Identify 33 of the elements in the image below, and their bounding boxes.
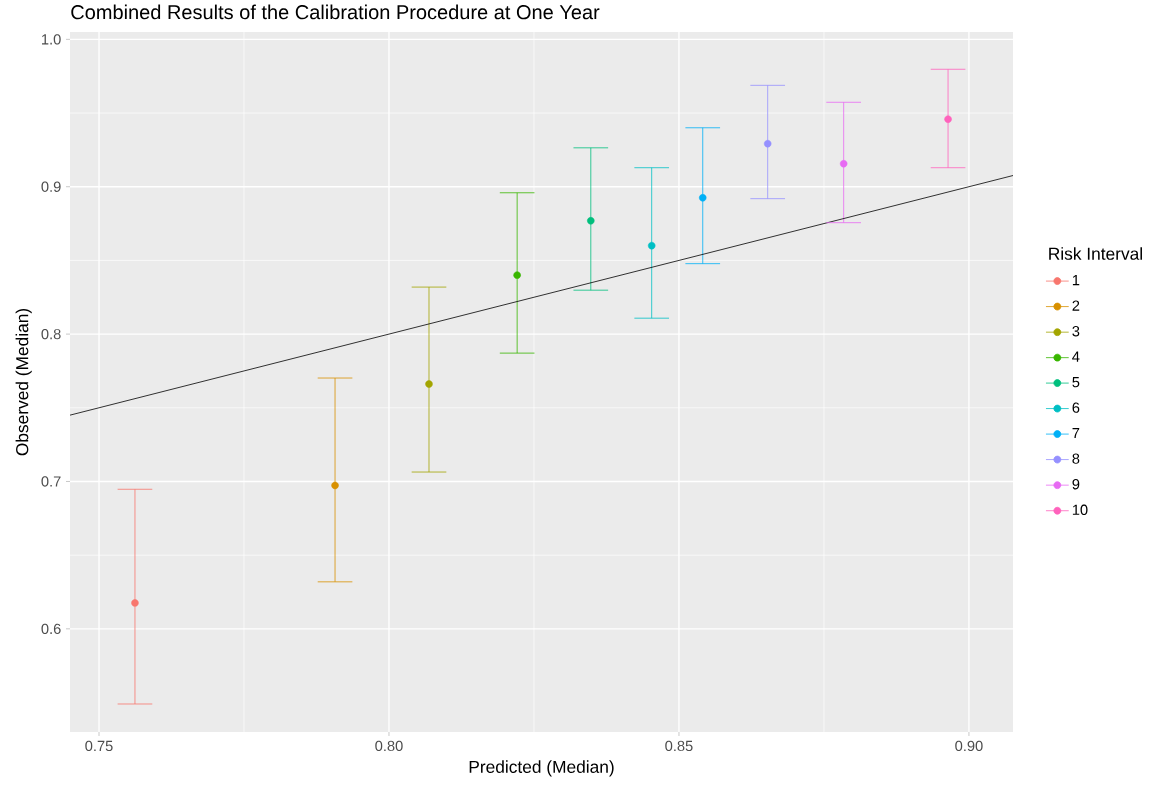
y-tick-label: 0.6: [41, 623, 61, 635]
point: [763, 139, 772, 148]
legend-title: Risk Interval: [1049, 247, 1142, 260]
y-tick-label: 0.7: [41, 476, 61, 487]
legend-label: 10: [1072, 504, 1088, 515]
point: [699, 194, 707, 202]
x-tick-label: 0.85: [665, 740, 693, 752]
point: [331, 481, 339, 490]
legend-label: 8: [1072, 453, 1080, 464]
x-tick-label: 0.75: [85, 740, 113, 752]
point: [839, 160, 848, 168]
x-tick-label: 0.80: [375, 740, 403, 752]
legend-label: 7: [1072, 428, 1080, 439]
legend-label: 3: [1072, 326, 1080, 337]
legend-label: 4: [1072, 351, 1080, 362]
legend-label: 1: [1072, 275, 1080, 286]
point: [425, 380, 433, 388]
legend-label: 2: [1072, 300, 1080, 311]
y-tick-label: 0.9: [41, 181, 61, 192]
x-axis-title: Predicted (Median): [469, 760, 614, 777]
legend-label: 6: [1072, 402, 1080, 413]
legend-label: 9: [1072, 479, 1080, 490]
y-tick-label: 0.8: [41, 328, 61, 340]
y-tick-label: 1.0: [42, 34, 61, 45]
chart-title: Combined Results of the Calibration Procedure at One Year: [71, 4, 600, 20]
point: [131, 599, 139, 607]
point: [647, 241, 656, 250]
point: [587, 217, 595, 225]
point: [944, 115, 952, 123]
legend-label: 5: [1072, 377, 1080, 388]
x-tick-label: 0.90: [955, 740, 983, 752]
point: [513, 271, 521, 279]
y-axis-title: Observed (Median): [15, 308, 32, 456]
